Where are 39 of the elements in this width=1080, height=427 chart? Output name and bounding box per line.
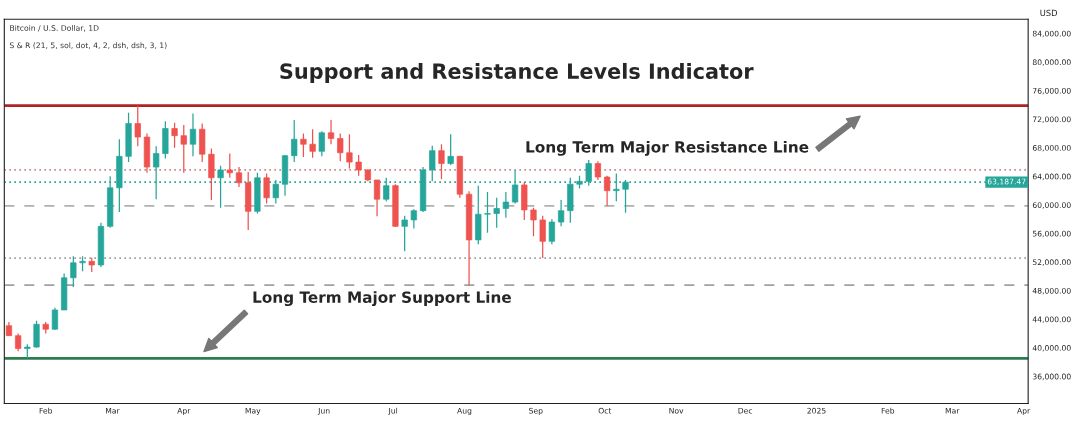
candlestick <box>438 143 445 180</box>
candlestick <box>235 166 243 188</box>
candlestick <box>300 132 307 158</box>
candlestick <box>189 112 197 157</box>
candlestick <box>33 320 40 349</box>
candlestick <box>70 255 77 288</box>
annotation: Long Term Major Support Line <box>253 291 511 307</box>
candlestick <box>511 169 519 205</box>
candlestick <box>502 191 509 219</box>
candlestick <box>373 179 381 217</box>
candlestick <box>493 197 500 229</box>
candlestick <box>263 172 270 205</box>
candlestick <box>134 105 141 147</box>
candlestick <box>429 145 436 182</box>
candlestick <box>291 119 298 163</box>
text: Support and Resistance Levels Indicator <box>280 62 754 84</box>
candlestick <box>318 130 325 157</box>
candlestick <box>346 133 353 170</box>
candlestick <box>410 208 417 230</box>
candlestick <box>594 160 602 181</box>
candlestick <box>539 215 546 259</box>
candlestick <box>309 128 316 159</box>
candlestick <box>557 199 565 227</box>
candlestick <box>180 124 187 174</box>
candlestick <box>548 218 556 245</box>
candlestick <box>208 147 215 201</box>
candlestick <box>530 207 537 237</box>
candlestick <box>171 122 178 149</box>
candlestick <box>447 133 454 166</box>
candlestick <box>337 132 344 162</box>
y-axis-title: USD <box>1040 9 1058 17</box>
annotation: Long Term Major Resistance Line <box>526 140 809 156</box>
candlestick <box>484 191 491 234</box>
candlestick <box>327 119 335 145</box>
candlestick <box>226 152 233 179</box>
candlestick <box>51 307 59 331</box>
candlestick <box>355 154 362 177</box>
candlestick <box>401 215 408 252</box>
candlestick <box>604 175 611 207</box>
